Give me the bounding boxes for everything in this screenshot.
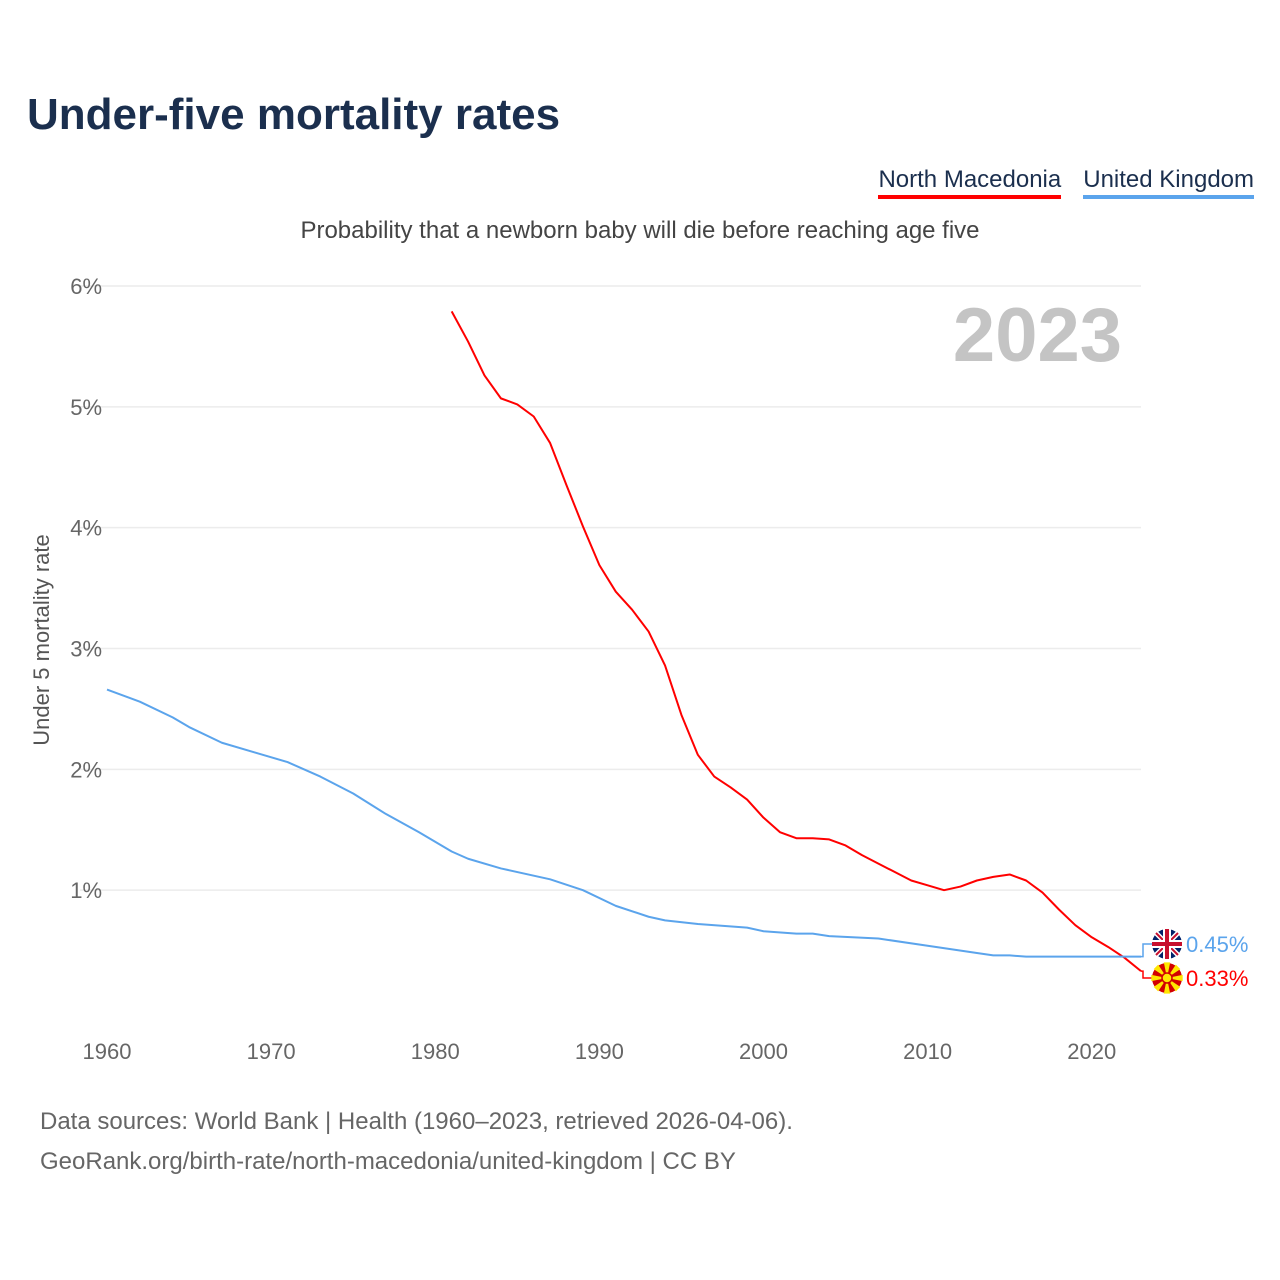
flag-ray [1163, 978, 1171, 994]
y-tick-label: 3% [70, 637, 102, 662]
x-tick-label: 1960 [83, 1039, 132, 1064]
footer-sources: Data sources: World Bank | Health (1960–… [40, 1108, 793, 1135]
legend-united-kingdom[interactable]: United Kingdom [1083, 166, 1254, 199]
flag-ray [1151, 974, 1167, 982]
y-tick-label: 6% [70, 274, 102, 299]
flag-sun [1161, 972, 1173, 984]
chart-plot: 1% 2% 3% 4% 5% 6% 1960 1970 1980 1990 2000 2010 2020… [70, 274, 1248, 1064]
x-tick-label: 2010 [903, 1039, 952, 1064]
uk-flag-icon [1152, 929, 1182, 959]
legend-north-macedonia[interactable]: North Macedonia [878, 166, 1062, 199]
end-value-label: 0.45% [1186, 932, 1248, 957]
x-tick-label: 1980 [411, 1039, 460, 1064]
x-tick-label: 1970 [247, 1039, 296, 1064]
y-tick-label: 1% [70, 878, 102, 903]
year-display: 2023 [952, 293, 1122, 378]
flag-cross-red [1152, 929, 1182, 959]
end-connector [1141, 970, 1152, 979]
chart-title: Under-five mortality rates [27, 90, 561, 139]
flag-ray [1167, 974, 1183, 982]
flag-ray [1163, 962, 1171, 978]
y-tick-label: 4% [70, 516, 102, 541]
y-tick-label: 5% [70, 395, 102, 420]
footer-link[interactable]: GeoRank.org/birth-rate/north-macedonia/u… [40, 1148, 736, 1175]
series-line-north-macedonia [450, 310, 1142, 972]
chart-subtitle: Probability that a newborn baby will die… [300, 217, 980, 244]
north-macedonia-flag-icon [1151, 962, 1183, 994]
legend: North Macedonia United Kingdom [878, 166, 1254, 199]
x-tick-label: 1990 [575, 1039, 624, 1064]
x-tick-label: 2000 [739, 1039, 788, 1064]
y-tick-label: 2% [70, 757, 102, 782]
end-value-label: 0.33% [1186, 966, 1248, 991]
series-line-united-kingdom [106, 688, 1141, 958]
end-connector [1141, 943, 1152, 958]
x-tick-label: 2020 [1067, 1039, 1116, 1064]
